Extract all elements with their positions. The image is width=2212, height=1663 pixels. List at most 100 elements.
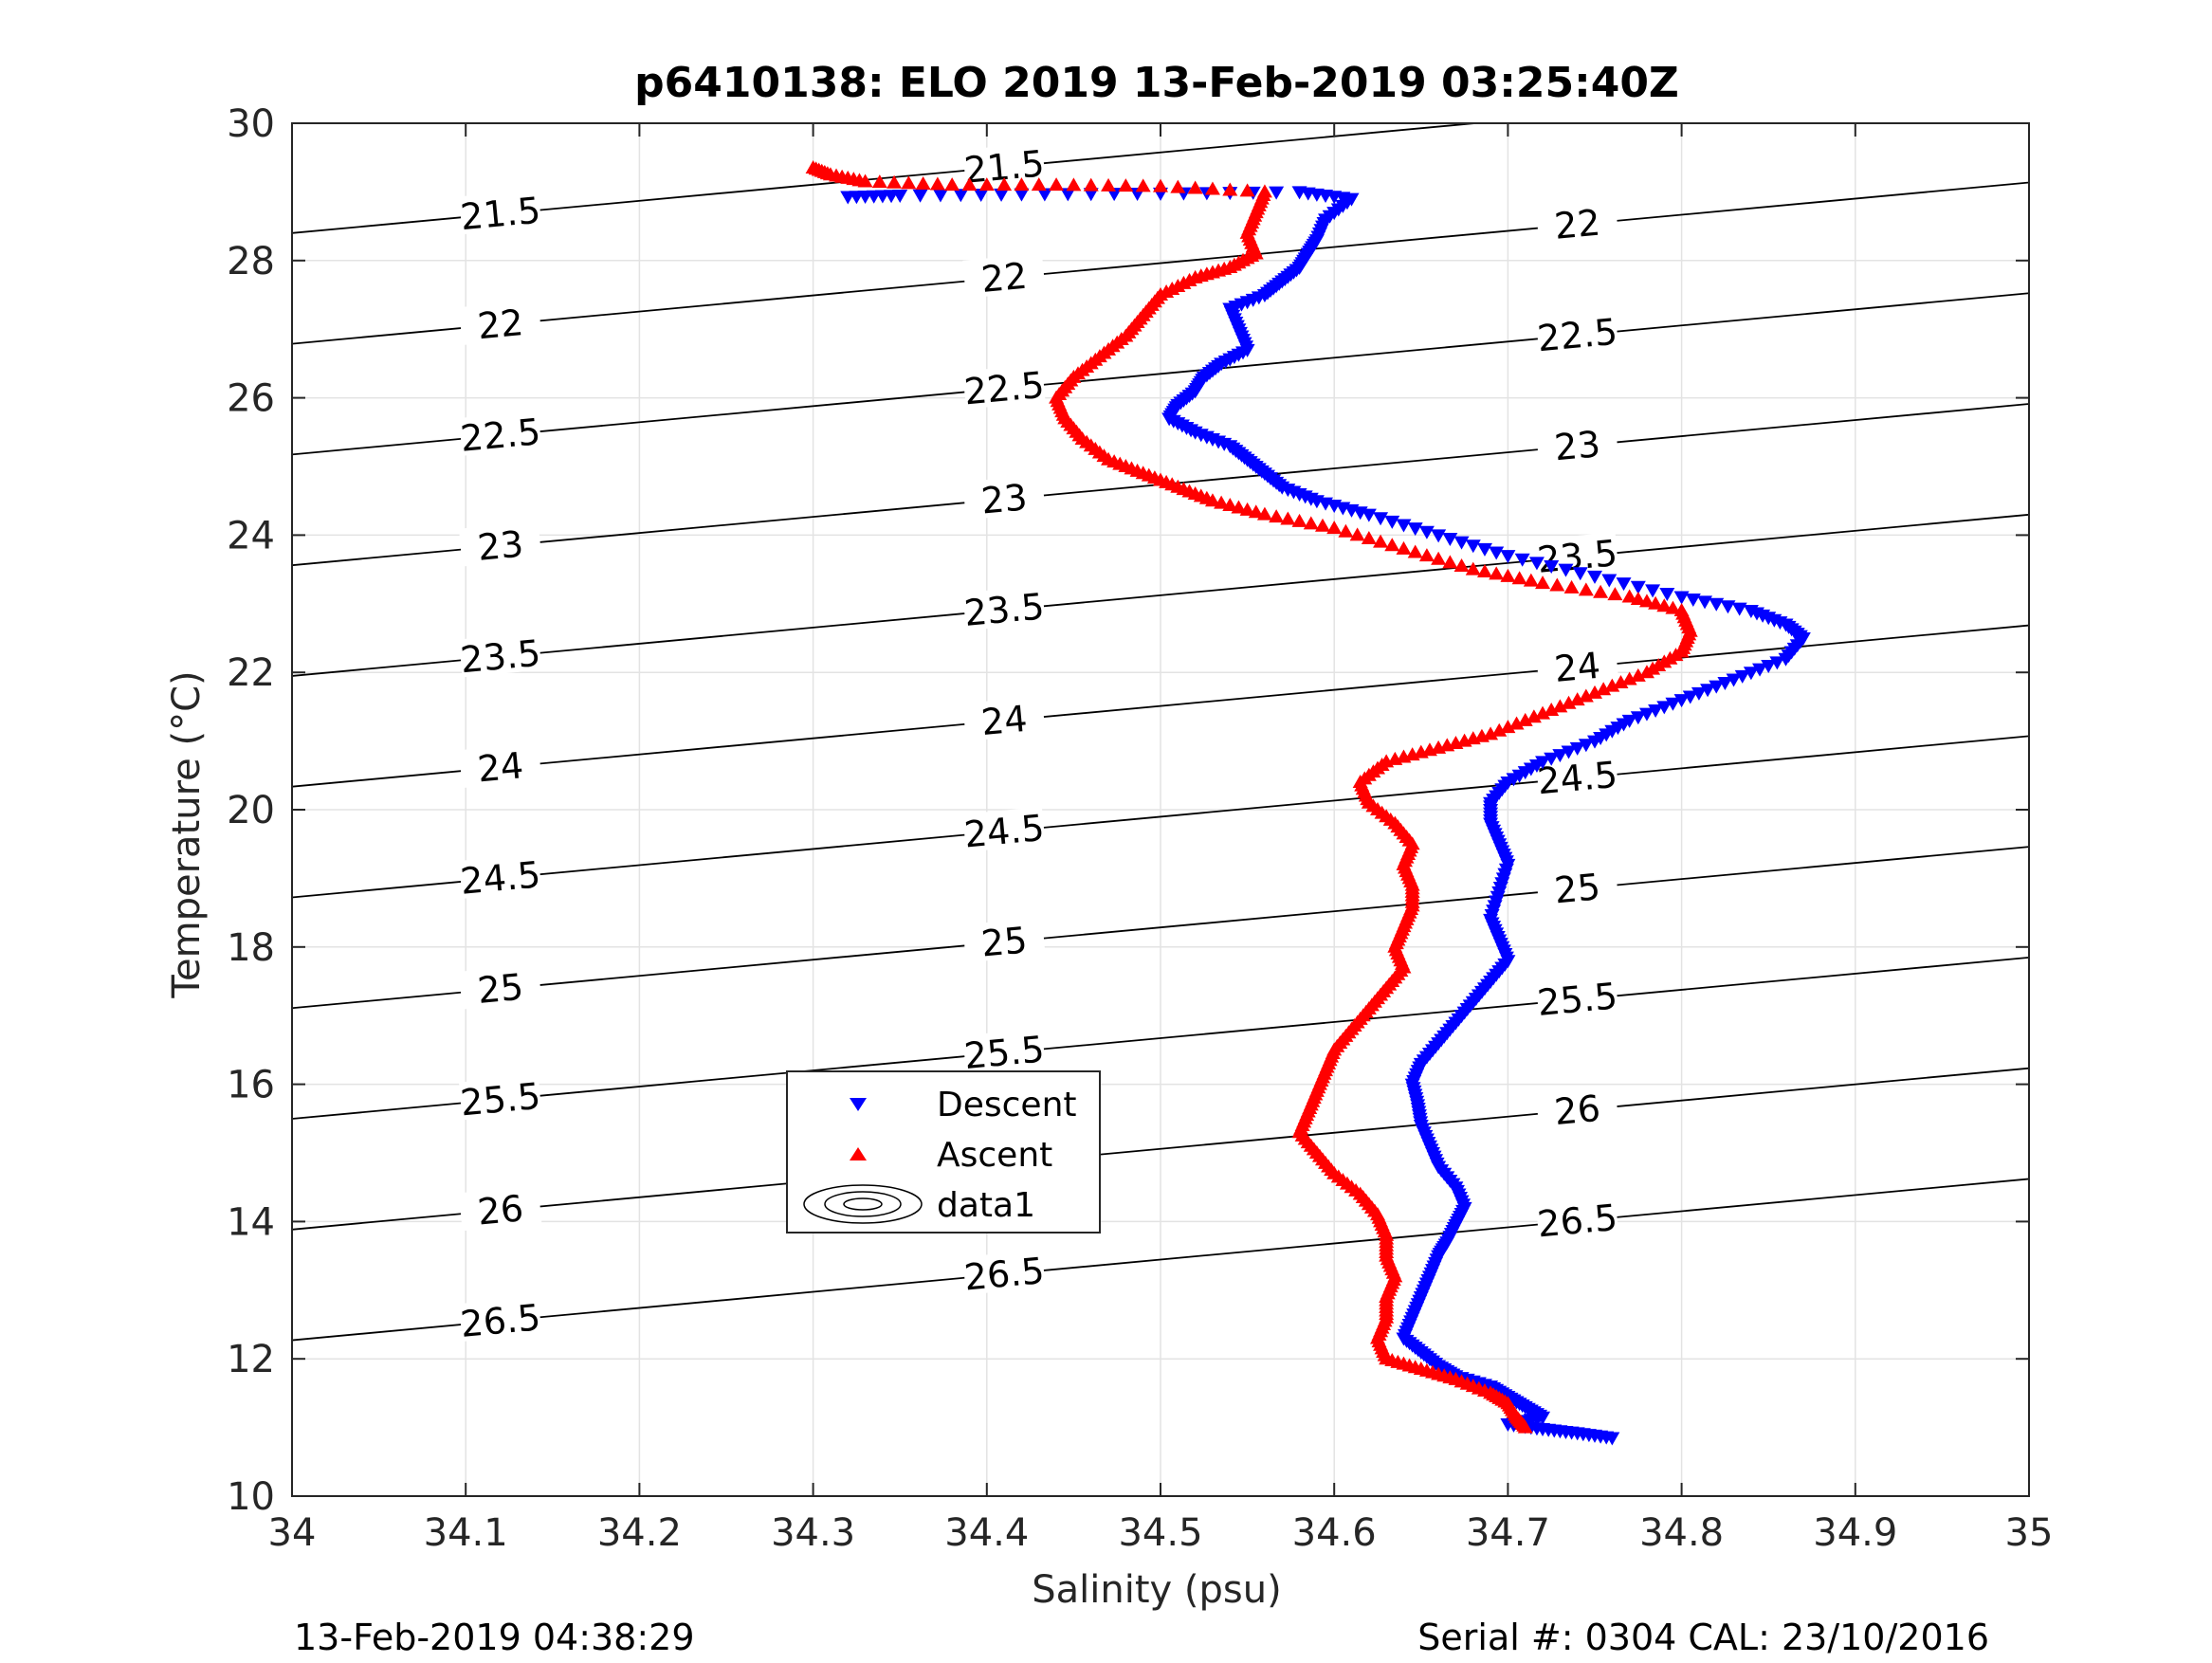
data-point [1465, 561, 1481, 576]
data-point [1697, 595, 1713, 610]
data-point [1558, 563, 1574, 577]
data-point [1418, 548, 1435, 562]
data-point [1578, 582, 1594, 596]
data-point [1552, 749, 1568, 763]
data-point [1465, 539, 1481, 554]
data-point [1569, 692, 1585, 706]
contour-label: 23 [476, 523, 525, 569]
data-point [1489, 566, 1505, 580]
data-point [1222, 182, 1238, 196]
data-point [1731, 602, 1747, 616]
legend: Descent Ascent data1 [786, 1070, 1101, 1234]
data-point [1607, 587, 1623, 601]
data-point [1593, 584, 1609, 598]
data-point [1709, 597, 1725, 612]
x-tick-label: 34.4 [944, 1511, 1029, 1555]
contour-label-bg [962, 363, 1046, 410]
data-point [1314, 518, 1330, 532]
contour-label: 25 [979, 919, 1029, 964]
data-point [1396, 540, 1412, 555]
data-point [1083, 188, 1099, 202]
data-point [1384, 515, 1400, 529]
contour-label: 23 [979, 476, 1029, 521]
data-point [1673, 694, 1690, 708]
x-tick-label: 35 [2005, 1511, 2054, 1555]
data-point [1303, 516, 1319, 530]
data-point [1066, 177, 1082, 192]
contour-label: 25 [1553, 866, 1602, 911]
data-point [1514, 553, 1530, 567]
data-point [871, 174, 887, 189]
data-point [1638, 707, 1654, 722]
contour-label-bg [962, 806, 1046, 852]
data-point [1187, 180, 1203, 194]
x-tick-label: 34.5 [1118, 1511, 1202, 1555]
contour-label-bg [962, 1028, 1046, 1074]
contour-label-bg [458, 411, 542, 456]
legend-descent-marker [850, 1098, 867, 1111]
data-point [1489, 546, 1505, 560]
data-point [1587, 570, 1602, 584]
contour-label: 23 [1553, 423, 1602, 468]
contour-label-bg [458, 742, 542, 789]
data-point [1014, 177, 1030, 192]
data-point [996, 177, 1013, 192]
data-point [1101, 177, 1117, 192]
data-point [1561, 695, 1577, 709]
data-point [1335, 502, 1351, 516]
contour-label-bg [458, 1296, 542, 1342]
contour-label: 24.5 [459, 853, 542, 903]
data-point [1511, 571, 1527, 585]
data-point [1269, 186, 1285, 200]
x-tick-label: 34.6 [1292, 1511, 1377, 1555]
data-point [1578, 688, 1594, 703]
data-point [1361, 508, 1377, 522]
data-point [1651, 657, 1667, 671]
data-point [1318, 497, 1334, 511]
data-point [1014, 188, 1030, 202]
data-point [1269, 509, 1285, 523]
axis-ticks: 34 34.1 34.2 34.3 34.4 34.5 34.6 34.7 34.8 34.9 35… [227, 102, 2053, 1555]
data-series [805, 160, 1811, 1446]
data-point [1453, 536, 1470, 550]
data-point [1656, 654, 1673, 668]
data-point [1528, 557, 1545, 571]
y-tick-label: 18 [227, 926, 275, 970]
data-point [1349, 527, 1365, 541]
data-point [805, 160, 821, 174]
y-tick-label: 10 [227, 1475, 275, 1519]
grid [291, 122, 2030, 1497]
contour-label-bg [1535, 643, 1619, 688]
data-point [1769, 656, 1785, 670]
contour-label: 26.5 [459, 1296, 542, 1345]
data-point [1665, 697, 1681, 711]
data-point [1659, 587, 1675, 601]
contour-label: 25 [476, 966, 525, 1012]
data-point [1717, 677, 1733, 691]
contour-label-bg [458, 1074, 542, 1121]
contour-label-bg [962, 253, 1046, 299]
contour-label-bg [1535, 864, 1619, 910]
chart-title: p6410138: ELO 2019 13-Feb-2019 03:25:40Z [634, 59, 1679, 107]
legend-ascent-marker [850, 1147, 867, 1160]
data-point [1491, 722, 1508, 737]
data-point [973, 189, 989, 203]
data-point [929, 176, 945, 191]
contour-label-bg [962, 917, 1046, 963]
x-tick-label: 34.8 [1639, 1511, 1724, 1555]
data-point [1476, 564, 1492, 578]
contour-label: 24.5 [1536, 754, 1619, 803]
data-point [1544, 703, 1560, 717]
data-point [1407, 544, 1423, 558]
contour-label: 25.5 [1536, 975, 1619, 1024]
data-point [1630, 667, 1646, 682]
legend-box [786, 1070, 1101, 1234]
data-point [1544, 752, 1560, 766]
data-point [1561, 745, 1577, 759]
data-point [1442, 533, 1458, 547]
contour-label: 25.5 [962, 1028, 1046, 1077]
data-point [915, 175, 931, 190]
data-point [1656, 701, 1673, 715]
data-point [1552, 699, 1568, 713]
